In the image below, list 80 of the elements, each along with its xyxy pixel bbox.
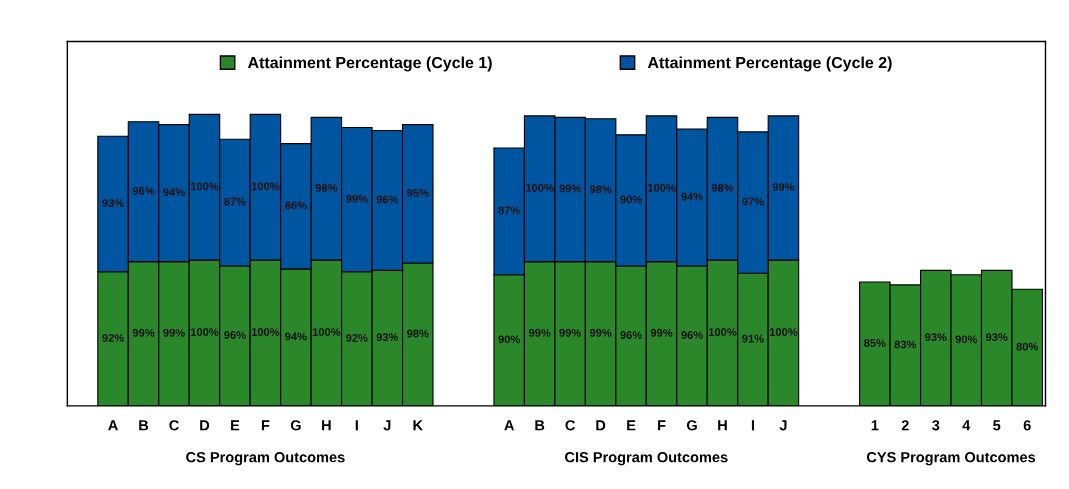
data-label: 98% <box>315 183 338 192</box>
data-label: 100% <box>708 328 737 336</box>
x-tick-label: I <box>751 420 755 431</box>
data-label: 93% <box>925 333 947 342</box>
data-label: 99% <box>528 328 551 337</box>
data-label: 99% <box>650 328 673 337</box>
data-label: 95% <box>407 188 429 197</box>
data-label: 100% <box>769 328 798 336</box>
data-label: 92% <box>102 333 124 342</box>
data-label: 99% <box>559 328 581 337</box>
text: CIS Program Outcomes <box>565 452 728 466</box>
x-tick-label: A <box>504 420 515 431</box>
x-tick-label: I <box>355 420 358 431</box>
data-label: 100% <box>648 183 676 192</box>
x-tick-label: 5 <box>993 420 1001 431</box>
x-tick-label: 3 <box>932 420 940 431</box>
x-tick-label: B <box>139 420 149 431</box>
data-label: 96% <box>376 195 399 204</box>
data-label: 99% <box>559 184 581 193</box>
x-tick-label: K <box>413 420 423 431</box>
x-tick-label: H <box>322 420 331 431</box>
data-label: 97% <box>742 197 764 206</box>
x-tick-label: H <box>718 420 727 431</box>
data-label: 99% <box>772 183 795 191</box>
data-label: 83% <box>894 340 917 349</box>
legend-label: Attainment Percentage (Cycle 1) <box>247 56 492 72</box>
data-label: 98% <box>589 185 612 194</box>
x-tick-label: E <box>627 420 636 431</box>
data-label: 99% <box>132 328 155 337</box>
x-tick-label: 1 <box>871 420 879 431</box>
x-tick-label: F <box>658 420 666 431</box>
x-tick-label: 6 <box>1023 420 1031 431</box>
x-tick-label: G <box>290 420 301 431</box>
data-label: 93% <box>985 333 1008 342</box>
data-label: 91% <box>742 334 764 343</box>
data-label: 100% <box>251 328 280 336</box>
x-tick-label: B <box>535 420 545 431</box>
data-label: 98% <box>407 329 429 338</box>
data-label: 80% <box>1016 342 1039 351</box>
data-label: 93% <box>102 199 124 208</box>
x-tick-label: 2 <box>901 420 909 431</box>
legend-label: Attainment Percentage (Cycle 2) <box>647 56 892 72</box>
data-label: 99% <box>163 328 185 337</box>
x-tick-label: E <box>231 420 240 431</box>
data-label: 100% <box>251 182 280 191</box>
data-label: 86% <box>285 201 307 210</box>
data-label: 100% <box>190 182 219 191</box>
data-label: 99% <box>589 328 612 337</box>
data-label: 96% <box>224 331 246 339</box>
data-label: 90% <box>955 335 978 344</box>
x-tick-label: F <box>261 420 270 431</box>
text: CYS Program Outcomes <box>866 452 1036 466</box>
data-label: 96% <box>681 331 703 339</box>
x-tick-label: C <box>565 420 575 431</box>
data-label: 94% <box>285 332 307 341</box>
data-label: 100% <box>190 328 219 336</box>
x-tick-label: C <box>169 420 179 431</box>
data-label: 93% <box>376 333 399 342</box>
x-tick-label: A <box>108 420 118 431</box>
data-label: 100% <box>312 328 341 336</box>
x-tick-label: D <box>200 420 210 431</box>
data-label: 96% <box>132 186 155 195</box>
data-label: 98% <box>711 183 734 192</box>
data-label: 90% <box>620 195 642 204</box>
data-label: 100% <box>526 183 554 192</box>
data-label: 94% <box>681 192 703 201</box>
data-label: 99% <box>346 194 368 203</box>
x-tick-label: J <box>779 420 787 431</box>
x-tick-label: J <box>383 420 391 431</box>
data-label: 87% <box>224 197 246 206</box>
x-tick-label: 4 <box>962 420 971 431</box>
data-label: 90% <box>498 335 521 344</box>
data-label: 87% <box>498 206 521 215</box>
data-label: 92% <box>346 333 368 342</box>
x-tick-label: D <box>596 420 606 431</box>
data-label: 94% <box>163 188 185 197</box>
x-tick-label: G <box>686 420 697 431</box>
data-label: 85% <box>864 339 886 347</box>
text: CS Program Outcomes <box>186 452 345 466</box>
data-label: 96% <box>620 331 642 339</box>
